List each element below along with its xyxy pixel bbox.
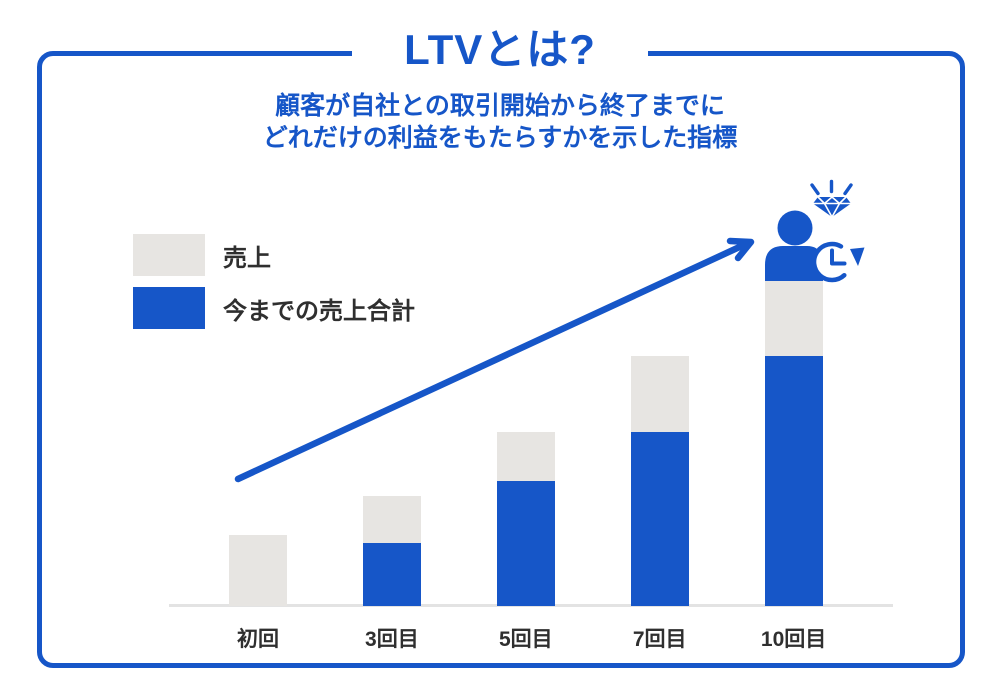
axis-label-7回目: 7回目: [632, 628, 687, 651]
bar-segment-cumulative-3回目: [362, 543, 421, 606]
legend-swatch-cumulative: [133, 287, 205, 329]
axis-label-10回目: 10回目: [760, 628, 827, 651]
axis-label-5回目: 5回目: [498, 628, 553, 651]
chart-subtitle: 顧客が自社との取引開始から終了までに どれだけの利益をもたらすかを示した指標: [0, 90, 1000, 154]
bar-segment-sales-初回: [229, 535, 287, 606]
axis-label-3回目: 3回目: [365, 628, 419, 651]
bar-segment-cumulative-5回目: [496, 481, 555, 606]
axis-label-初回: 初回: [237, 628, 279, 651]
bar-segment-cumulative-10回目: [764, 356, 823, 606]
page-title: LTVとは?: [404, 26, 596, 73]
bar-segment-sales-3回目: [362, 496, 421, 543]
legend-swatch-sales: [133, 234, 205, 276]
subtitle-line-2: どれだけの利益をもたらすかを示した指標: [262, 124, 738, 152]
title-border-gap: [352, 47, 648, 60]
bar-segment-sales-10回目: [764, 280, 823, 356]
subtitle-line-1: 顧客が自社との取引開始から終了までに: [275, 92, 725, 120]
